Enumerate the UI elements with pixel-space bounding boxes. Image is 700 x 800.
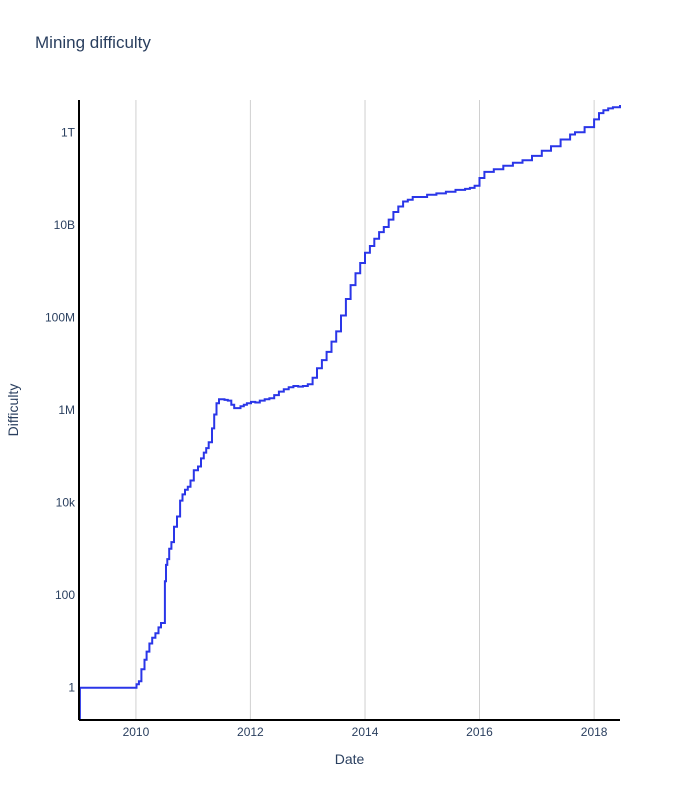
x-axis-ticks: 2010 2012 2014 2016 2018 [123,725,608,739]
x-tick-label: 2018 [581,725,608,739]
y-tick-label: 100M [45,310,75,324]
y-tick-label: 100 [55,588,75,602]
x-tick-label: 2012 [237,725,264,739]
x-tick-label: 2014 [352,725,379,739]
y-tick-label: 10B [54,218,75,232]
y-tick-label: 10k [56,496,76,510]
chart-title: Mining difficulty [35,33,151,52]
y-tick-label: 1M [58,403,75,417]
y-axis-title: Difficulty [5,384,21,437]
x-axis-title: Date [335,751,365,767]
series-line [78,105,621,721]
y-tick-label: 1 [68,681,75,695]
gridlines [135,100,595,720]
y-tick-label: 1T [61,125,76,139]
series-layer [78,105,621,721]
y-axis-ticks: 1 100 10k 1M 100M 10B 1T [45,125,76,694]
x-tick-label: 2016 [466,725,493,739]
x-tick-label: 2010 [123,725,150,739]
